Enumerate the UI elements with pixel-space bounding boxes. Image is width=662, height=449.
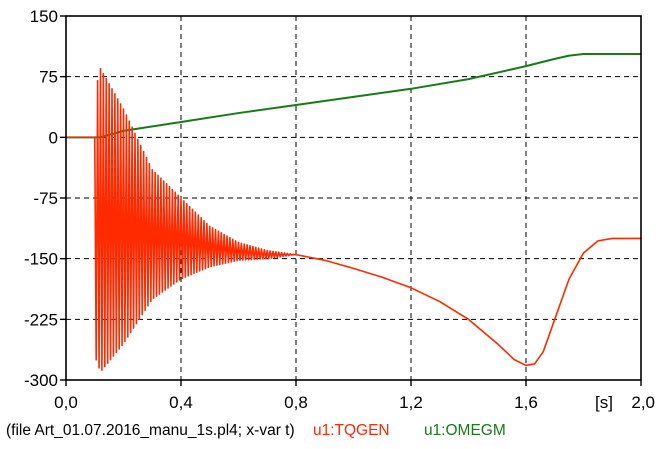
y-tick-label-0: 150 <box>30 7 58 26</box>
y-tick-label-3: -75 <box>33 189 58 208</box>
x-tick-label-0: 0,0 <box>54 393 78 412</box>
chart-footer: (file Art_01.07.2016_manu_1s.pl4; x-var … <box>6 422 506 439</box>
x-tick-label-3: 1,2 <box>399 393 423 412</box>
series-layer <box>66 53 641 371</box>
y-tick-label-5: -225 <box>24 310 58 329</box>
y-axis-ticks: 150 75 0 -75 -150 -225 -300 <box>24 7 66 390</box>
legend-omegm: u1:OMEGM <box>424 422 506 439</box>
footer-file-info: (file Art_01.07.2016_manu_1s.pl4; x-var … <box>6 422 295 439</box>
y-tick-label-1: 75 <box>39 68 58 87</box>
x-axis-ticks: 0,0 0,4 0,8 1,2 1,6 2,0 <box>54 380 655 412</box>
y-tick-label-2: 0 <box>49 128 58 147</box>
y-tick-label-4: -150 <box>24 250 58 269</box>
legend-tqgen: u1:TQGEN <box>313 422 390 439</box>
x-tick-label-1: 0,4 <box>169 393 193 412</box>
series-line-tqgen <box>66 67 641 371</box>
x-tick-label-5: 2,0 <box>631 393 655 412</box>
x-axis-unit-label: [s] <box>595 393 613 412</box>
y-tick-label-6: -300 <box>24 371 58 390</box>
x-tick-label-2: 0,8 <box>284 393 308 412</box>
x-tick-label-4: 1,6 <box>514 393 538 412</box>
series-line-omegm <box>66 53 641 139</box>
